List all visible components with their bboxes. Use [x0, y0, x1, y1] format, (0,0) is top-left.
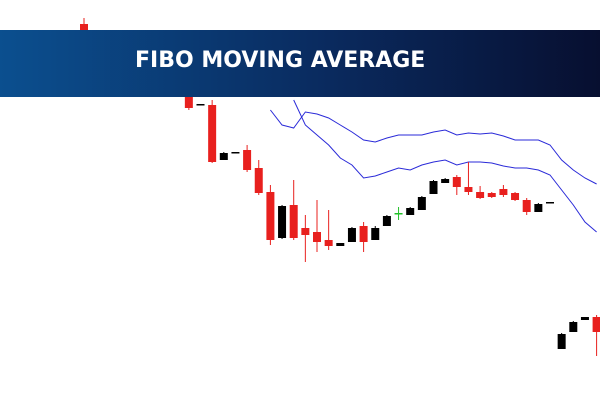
- candle-body: [394, 213, 403, 215]
- candle-body: [557, 334, 566, 349]
- candle-body: [219, 153, 228, 160]
- candle-body: [417, 197, 426, 210]
- candle-body: [301, 228, 310, 235]
- candle-body: [522, 200, 531, 212]
- chart-title: FIBO MOVING AVERAGE: [135, 48, 425, 73]
- candle-body: [208, 105, 217, 162]
- candle-body: [441, 179, 450, 183]
- candle-body: [592, 317, 600, 332]
- line-series: [270, 109, 597, 185]
- candle-body: [429, 181, 438, 194]
- candle-body: [254, 168, 263, 193]
- line-series: [293, 99, 597, 233]
- candle-body: [347, 228, 356, 242]
- candle-body: [382, 216, 391, 226]
- candle-body: [580, 317, 589, 320]
- candle-body: [324, 240, 333, 246]
- candle-body: [184, 97, 193, 108]
- candle-body: [80, 24, 88, 30]
- candle-body: [476, 192, 485, 198]
- candle-body: [487, 193, 496, 197]
- candle-body: [313, 232, 321, 242]
- candle-body: [359, 226, 368, 242]
- candle-body: [196, 104, 205, 106]
- candle-body: [452, 177, 461, 187]
- plot-area: [80, 18, 600, 356]
- candle-body: [464, 187, 473, 192]
- title-banner: [0, 30, 600, 97]
- candle-body: [266, 192, 275, 240]
- candle-body: [336, 243, 345, 246]
- candle-body: [243, 150, 252, 170]
- candle-body: [231, 152, 240, 154]
- candle-body: [406, 208, 415, 215]
- candle-body: [278, 206, 287, 238]
- candle-body: [546, 202, 554, 204]
- candle-body: [499, 189, 508, 195]
- candle-body: [534, 204, 543, 212]
- candle-body: [289, 205, 298, 238]
- candle-body: [371, 228, 380, 240]
- candle-body: [511, 193, 520, 200]
- candle-body: [569, 322, 578, 332]
